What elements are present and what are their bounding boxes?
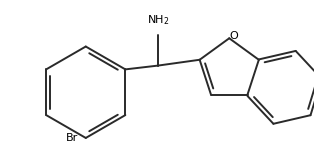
Text: Br: Br <box>66 133 78 143</box>
Text: O: O <box>229 31 238 41</box>
Text: NH$_2$: NH$_2$ <box>147 14 169 27</box>
